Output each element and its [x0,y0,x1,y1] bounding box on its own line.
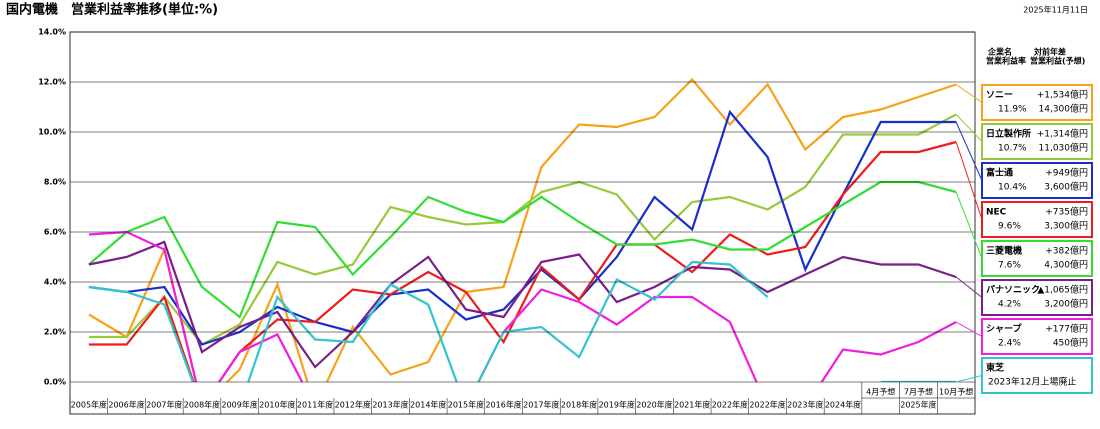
x-tick-label: 2007年度 [146,400,182,410]
group-label: 2025年度 [900,400,936,410]
legend-box [981,240,1093,277]
series-line [88,77,957,382]
legend-margin: 10.4% [998,183,1027,193]
legend-change: +1,534億円 [1037,89,1088,101]
legend-name: 富士通 [986,167,1013,179]
x-tick-label: 2023年度 [787,400,823,410]
legend-change: +1,314億円 [1037,128,1088,140]
legend-margin: 9.6% [998,222,1021,232]
legend-connector [955,121,983,181]
x-tick-label: 2006年度 [108,400,144,410]
x-tick-label: 2013年度 [372,400,408,410]
legend-connector [955,84,983,103]
y-tick-label: 0.0% [44,378,66,387]
x-tick-label: 2015年度 [448,400,484,410]
x-tick-label: 2024年度 [825,400,861,410]
x-tick-label: 2017年度 [523,400,559,410]
x-tick-label: 2014年度 [410,400,446,410]
legend-profit: 14,300億円 [1039,103,1089,115]
x-tick-label: 2022年度 [712,400,748,410]
x-tick-label: 2012年度 [335,400,371,410]
legend-profit: 4,300億円 [1044,259,1088,271]
legend-profit: 3,600億円 [1044,181,1088,193]
legend-profit: 11,030億円 [1039,142,1089,154]
legend-name: 日立製作所 [986,128,1031,140]
x-tick-label: 10月予想 [939,387,973,397]
x-tick-label: 2020年度 [636,400,672,410]
y-tick-label: 6.0% [44,228,66,237]
x-tick-label: 2018年度 [561,400,597,410]
x-tick-label: 2016年度 [485,400,521,410]
legend-change: +735億円 [1045,206,1088,218]
legend-name: NEC [986,208,1007,218]
x-tick-label: 2021年度 [674,400,710,410]
legend-name: シャープ [986,323,1022,335]
series-line [88,260,957,382]
legend-name: ソニー [986,90,1013,101]
legend-margin: 2.4% [998,339,1021,349]
legend-connector [955,114,983,142]
x-tick-label: 2019年度 [599,400,635,410]
series-line [88,230,957,382]
legend-box [981,123,1093,160]
legend-note: 2023年12月上場廃止 [988,376,1076,388]
legend-name: パナソニック [986,284,1040,296]
legend-box [981,201,1093,238]
legend-connector [955,191,983,259]
legend-change: ▲1,065億円 [1037,284,1088,296]
y-tick-label: 4.0% [44,278,66,287]
y-tick-label: 10.0% [38,128,66,137]
y-tick-label: 14.0% [38,28,66,37]
legend-margin: 10.7% [998,144,1027,154]
legend-connector [955,321,983,337]
chart-date: 2025年11月11日 [1023,5,1088,15]
legend-profit: 450億円 [1053,337,1088,349]
chart-title: 国内電機 営業利益率推移(単位:%) [6,2,218,18]
series-line [88,180,957,319]
legend-margin: 11.9% [998,105,1027,115]
legend-box [981,279,1093,316]
y-tick-label: 2.0% [44,328,66,337]
legend-connector [955,276,983,298]
x-tick-label: 2009年度 [222,400,258,410]
legend-header: 営業利益率 [986,56,1026,66]
legend-header: 企業名 [987,47,1012,57]
legend-change: +382億円 [1045,245,1088,257]
x-tick-label: 2022年度 [749,400,785,410]
x-tick-label: 2010年度 [259,400,295,410]
y-tick-label: 12.0% [38,78,66,87]
legend-header: 対前年差 [1033,47,1066,57]
x-tick-label: 2005年度 [71,400,107,410]
legend-header: 営業利益(予想) [1030,56,1085,66]
legend-profit: 3,300億円 [1044,220,1088,232]
legend-margin: 4.2% [998,300,1021,310]
y-tick-label: 8.0% [44,178,66,187]
x-tick-label: 2008年度 [184,400,220,410]
x-tick-label: 7月予想 [904,387,933,397]
legend-connector [955,141,983,220]
legend-margin: 7.6% [998,261,1021,271]
legend-change: +177億円 [1045,323,1088,335]
legend-name: 東芝 [986,362,1004,374]
x-tick-label: 4月予想 [866,387,895,397]
plot-lines [88,77,957,382]
x-tick-label: 2011年度 [297,400,333,410]
legend-box [981,162,1093,199]
legend-name: 三菱電機 [986,245,1022,257]
legend-change: +949億円 [1045,167,1088,179]
series-line [88,113,957,346]
legend-profit: 3,200億円 [1044,298,1088,310]
series-line [88,240,957,369]
legend-connector [956,375,983,383]
